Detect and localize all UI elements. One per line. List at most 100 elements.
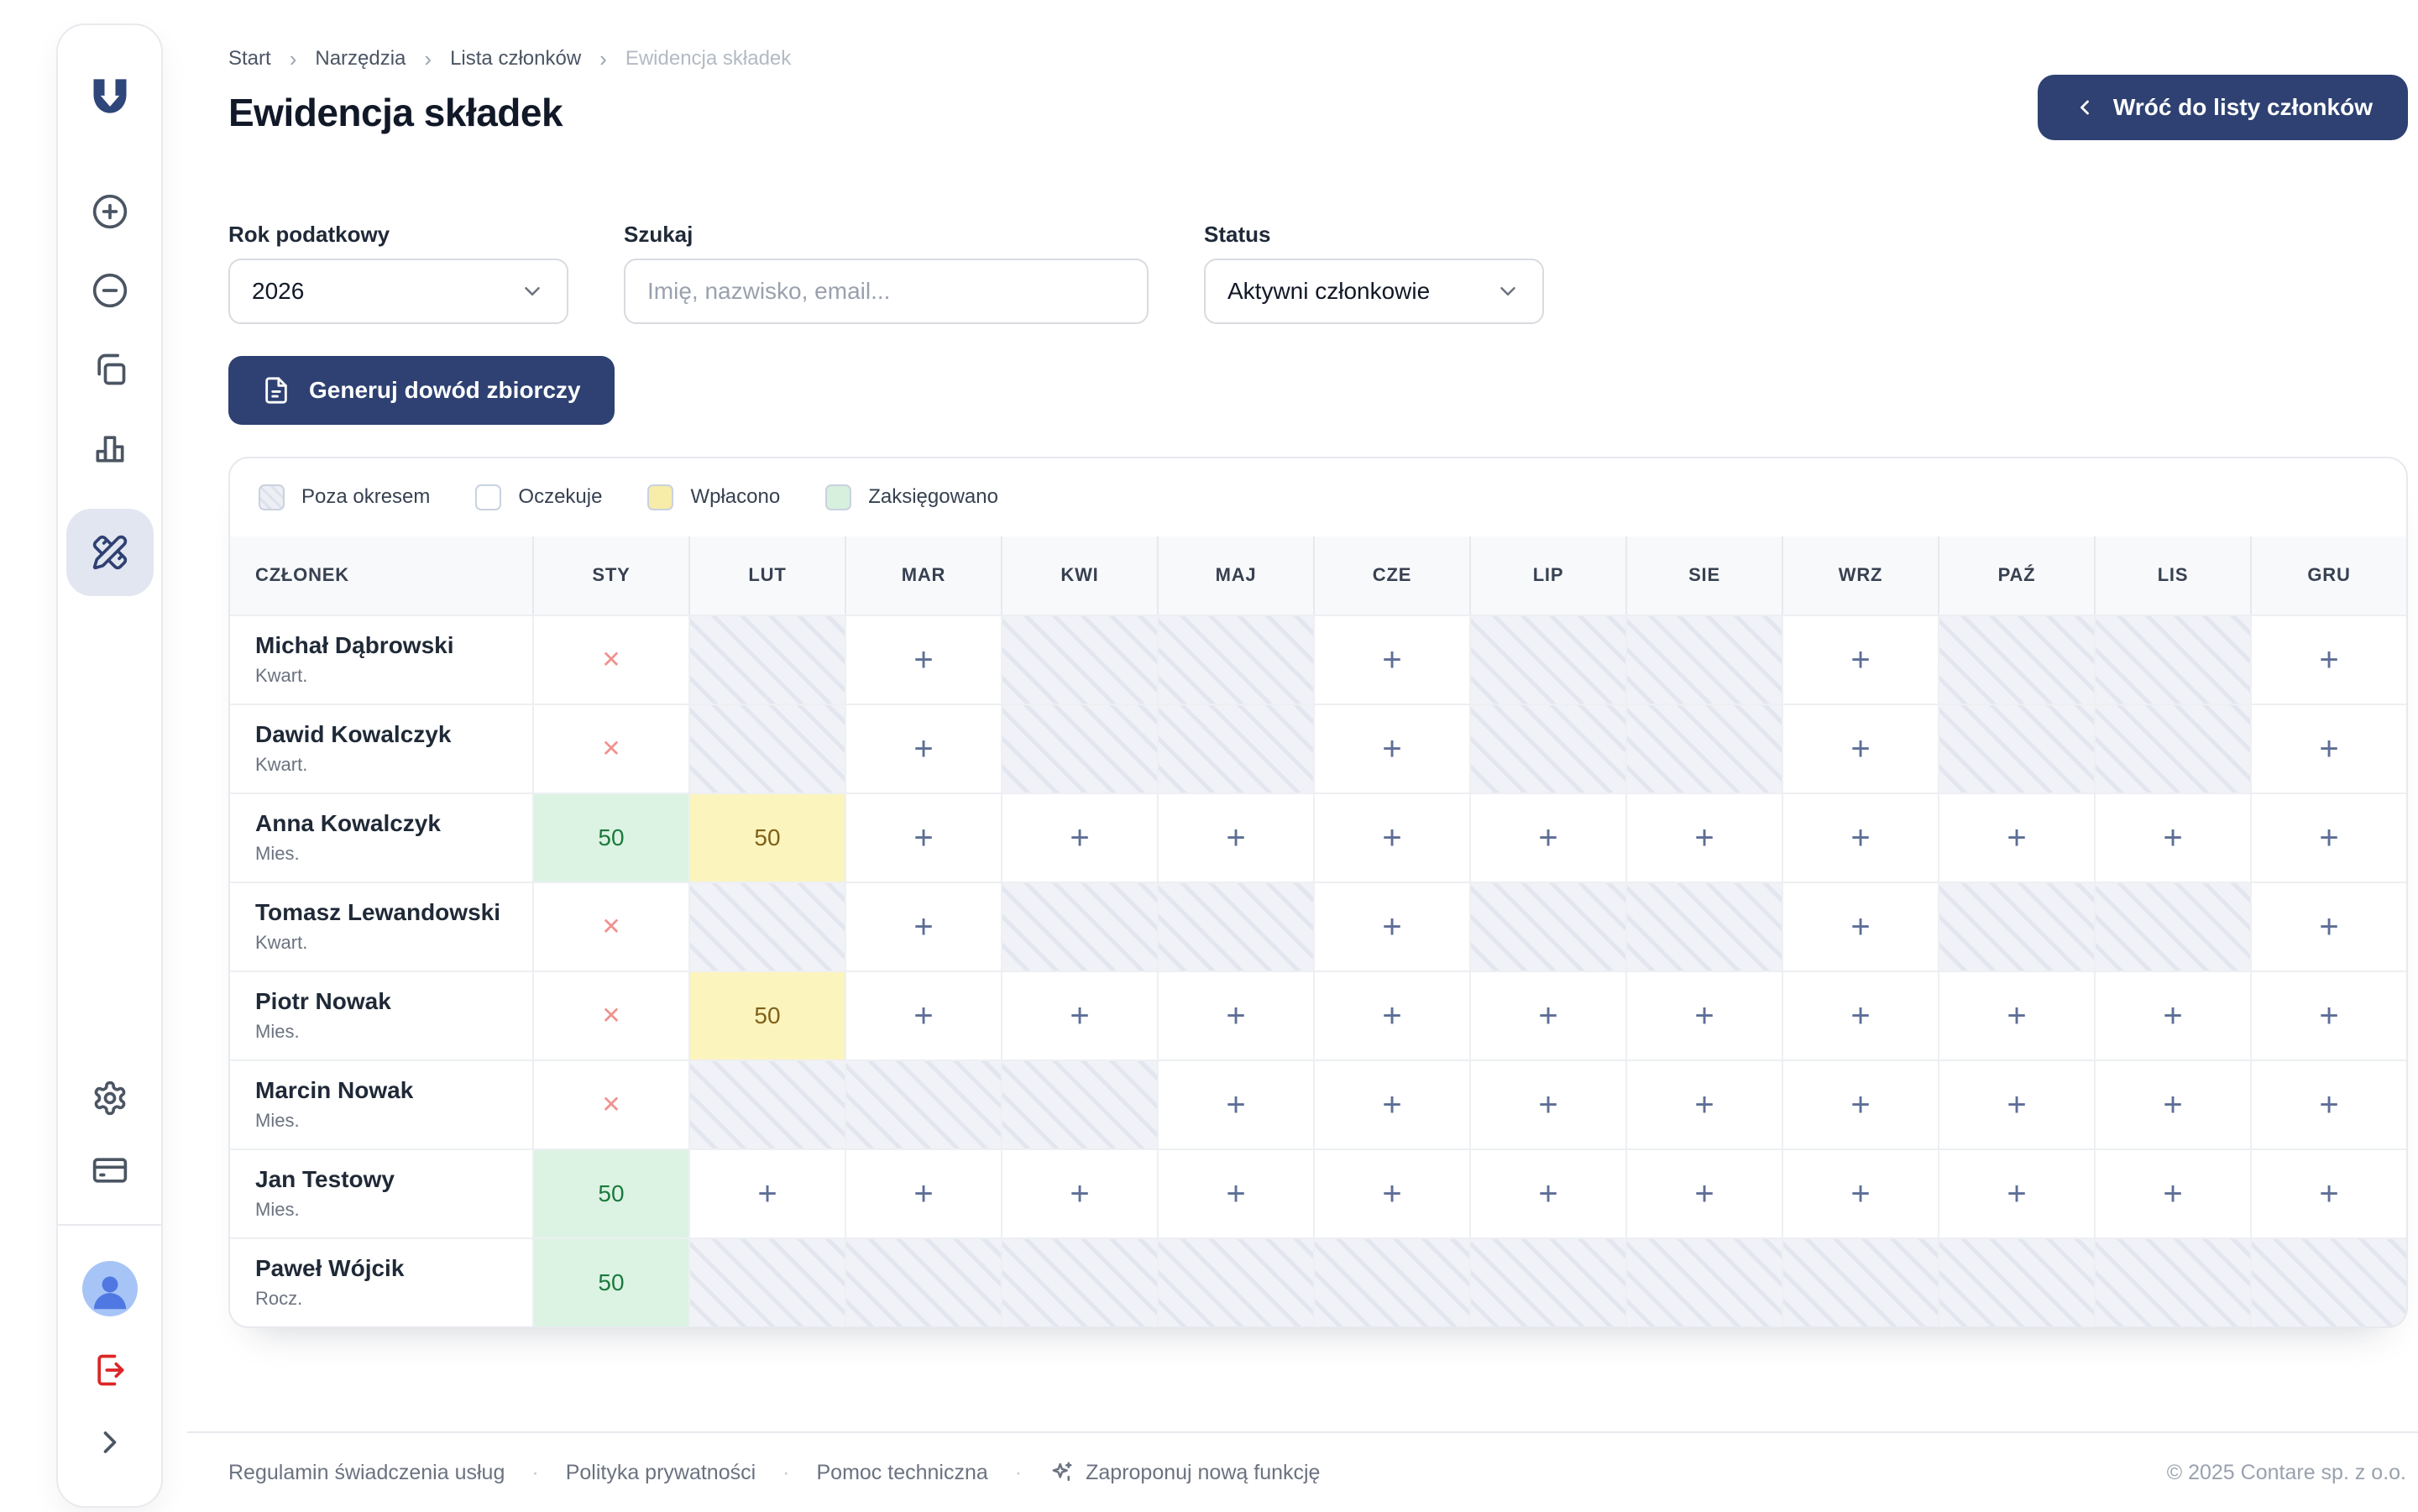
month-cell-add[interactable]: +: [1782, 614, 1938, 704]
month-cell-add[interactable]: +: [1157, 970, 1313, 1059]
month-cell-add[interactable]: +: [1313, 792, 1469, 882]
month-cell-add[interactable]: +: [2250, 614, 2406, 704]
month-cell-add[interactable]: +: [2094, 970, 2250, 1059]
month-cell-add[interactable]: +: [1001, 792, 1157, 882]
credit-card-icon[interactable]: [92, 1152, 128, 1189]
month-cell-add[interactable]: +: [1938, 970, 2094, 1059]
month-cell-add[interactable]: +: [1938, 1148, 2094, 1237]
breadcrumb-tools[interactable]: Narzędzia: [315, 47, 406, 70]
month-cell-missed[interactable]: ✕: [532, 1059, 688, 1148]
month-cell-missed[interactable]: ✕: [532, 703, 688, 793]
add-plus-icon: +: [1850, 1086, 1871, 1123]
month-cell-paid[interactable]: 50: [688, 792, 845, 882]
month-cell-add[interactable]: +: [1157, 792, 1313, 882]
chevron-right-icon[interactable]: [92, 1424, 128, 1461]
add-plus-icon: +: [913, 1175, 934, 1212]
month-cell-add[interactable]: +: [688, 1148, 845, 1237]
back-to-members-button[interactable]: Wróć do listy członków: [2037, 75, 2408, 140]
month-cell-add[interactable]: +: [1313, 1148, 1469, 1237]
circle-minus-icon[interactable]: [92, 272, 128, 309]
avatar[interactable]: [81, 1261, 138, 1316]
month-cell-add[interactable]: +: [1469, 1059, 1625, 1148]
month-cell-add[interactable]: +: [2250, 792, 2406, 882]
legend-swatch-out: [259, 484, 285, 510]
month-cell-add[interactable]: +: [1313, 970, 1469, 1059]
add-plus-icon: +: [1070, 819, 1090, 856]
sidebar-bottom: [58, 1080, 161, 1506]
month-cell-add[interactable]: +: [1469, 970, 1625, 1059]
member-period: Mies.: [255, 1110, 300, 1132]
month-cell-booked[interactable]: 50: [532, 1148, 688, 1237]
breadcrumb-start[interactable]: Start: [228, 47, 271, 70]
pencil-ruler-icon[interactable]: [65, 509, 154, 596]
member-column-header: CZŁONEK: [230, 536, 532, 615]
month-column-header: PAŹ: [1938, 536, 2094, 615]
month-cell-add[interactable]: +: [1625, 970, 1782, 1059]
footer-link[interactable]: Pomoc techniczna: [816, 1460, 988, 1484]
month-cell-add[interactable]: +: [1938, 1059, 2094, 1148]
month-cell-add[interactable]: +: [2250, 703, 2406, 793]
month-cell-add[interactable]: +: [845, 881, 1001, 971]
legend-swatch-pending: [475, 484, 502, 510]
add-plus-icon: +: [1694, 1175, 1714, 1212]
footer-link[interactable]: Polityka prywatności: [565, 1460, 756, 1484]
generate-report-button[interactable]: Generuj dowód zbiorczy: [228, 355, 615, 425]
add-plus-icon: +: [1694, 1086, 1714, 1123]
month-cell-add[interactable]: +: [2250, 1059, 2406, 1148]
month-cell-add[interactable]: +: [1001, 1148, 1157, 1237]
month-cell-add[interactable]: +: [1313, 881, 1469, 971]
month-cell-add[interactable]: +: [1313, 1059, 1469, 1148]
month-cell-add[interactable]: +: [1938, 792, 2094, 882]
status-select[interactable]: Aktywni członkowie: [1204, 258, 1544, 324]
footer-link[interactable]: Regulamin świadczenia usług: [228, 1460, 505, 1484]
add-plus-icon: +: [1850, 997, 1871, 1034]
month-cell-add[interactable]: +: [1782, 1059, 1938, 1148]
month-cell-missed[interactable]: ✕: [532, 881, 688, 971]
month-cell-add[interactable]: +: [2094, 1059, 2250, 1148]
month-cell-add[interactable]: +: [2094, 1148, 2250, 1237]
bar-chart-icon[interactable]: [92, 430, 128, 467]
log-out-icon[interactable]: [92, 1352, 128, 1389]
breadcrumb-separator: ›: [289, 45, 297, 71]
month-cell-add[interactable]: +: [2250, 970, 2406, 1059]
month-cell-booked[interactable]: 50: [532, 1237, 688, 1326]
month-cell-add[interactable]: +: [1469, 1148, 1625, 1237]
month-cell-out: [688, 1237, 845, 1326]
settings-icon[interactable]: [92, 1080, 128, 1117]
month-cell-add[interactable]: +: [1313, 703, 1469, 793]
month-cell-add[interactable]: +: [2094, 792, 2250, 882]
search-input[interactable]: [624, 258, 1149, 324]
circle-plus-icon[interactable]: [92, 193, 128, 230]
month-cell-add[interactable]: +: [845, 970, 1001, 1059]
month-cell-add[interactable]: +: [1782, 792, 1938, 882]
month-cell-add[interactable]: +: [1782, 1148, 1938, 1237]
month-cell-booked[interactable]: 50: [532, 792, 688, 882]
breadcrumb-members-list[interactable]: Lista członków: [450, 47, 582, 70]
add-plus-icon: +: [913, 641, 934, 678]
copy-icon[interactable]: [92, 351, 128, 388]
month-cell-add[interactable]: +: [2250, 881, 2406, 971]
month-cell-add[interactable]: +: [845, 792, 1001, 882]
month-cell-add[interactable]: +: [1625, 1148, 1782, 1237]
month-cell-add[interactable]: +: [845, 1148, 1001, 1237]
month-cell-add[interactable]: +: [845, 703, 1001, 793]
month-cell-add[interactable]: +: [1625, 1059, 1782, 1148]
month-cell-add[interactable]: +: [1782, 881, 1938, 971]
footer-separator: ·: [531, 1460, 539, 1484]
month-cell-add[interactable]: +: [1313, 614, 1469, 704]
month-cell-add[interactable]: +: [1782, 970, 1938, 1059]
month-cell-add[interactable]: +: [1001, 970, 1157, 1059]
tax-year-select[interactable]: 2026: [228, 258, 568, 324]
month-cell-add[interactable]: +: [1469, 792, 1625, 882]
month-cell-add[interactable]: +: [1625, 792, 1782, 882]
month-cell-add[interactable]: +: [1782, 703, 1938, 793]
month-cell-add[interactable]: +: [1157, 1059, 1313, 1148]
suggest-feature-link[interactable]: Zaproponuj nową funkcję: [1049, 1460, 1320, 1485]
month-cell-paid[interactable]: 50: [688, 970, 845, 1059]
month-cell-add[interactable]: +: [845, 614, 1001, 704]
month-cell-missed[interactable]: ✕: [532, 614, 688, 704]
app-logo[interactable]: [88, 76, 132, 119]
month-cell-add[interactable]: +: [2250, 1148, 2406, 1237]
month-cell-add[interactable]: +: [1157, 1148, 1313, 1237]
month-cell-missed[interactable]: ✕: [532, 970, 688, 1059]
